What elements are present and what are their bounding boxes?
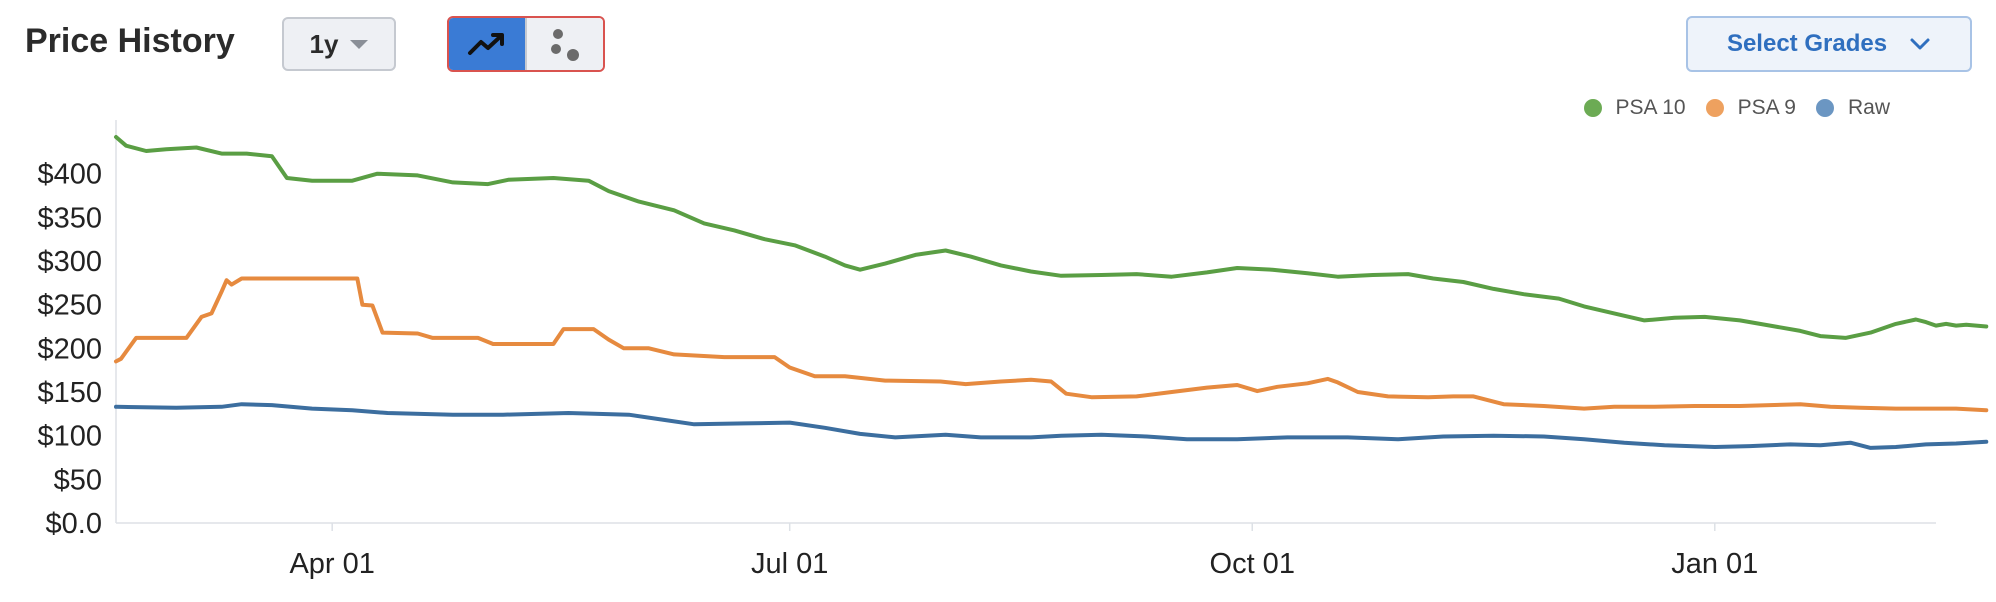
select-grades-button[interactable]: Select Grades bbox=[1686, 16, 1972, 72]
legend-label-raw: Raw bbox=[1847, 96, 1890, 119]
series-line-psa9[interactable] bbox=[114, 276, 1989, 413]
y-tick-label: $150 bbox=[37, 377, 102, 409]
caret-down-icon bbox=[350, 39, 369, 49]
legend-marker-psa10 bbox=[1583, 99, 1602, 117]
series-line-psa10[interactable] bbox=[114, 135, 1989, 340]
x-tick-label: Jan 01 bbox=[1671, 548, 1758, 580]
y-tick-label: $350 bbox=[37, 202, 102, 234]
legend-label-psa9: PSA 9 bbox=[1737, 96, 1796, 119]
legend-item-psa10[interactable]: PSA 10 bbox=[1583, 96, 1686, 120]
chevron-down-icon bbox=[1910, 38, 1930, 50]
time-range-dropdown[interactable]: 1y bbox=[282, 17, 396, 71]
x-tick-label: Jul 01 bbox=[751, 548, 828, 580]
chart-view-toggle bbox=[447, 16, 605, 72]
y-tick-label: $400 bbox=[37, 159, 102, 191]
scatter-view-button[interactable] bbox=[525, 18, 603, 70]
y-tick-label: $250 bbox=[37, 290, 102, 322]
y-tick-label: $0.0 bbox=[46, 508, 102, 540]
scatter-dots-icon bbox=[551, 29, 579, 61]
page-title: Price History bbox=[25, 22, 235, 60]
x-tick-label: Oct 01 bbox=[1210, 548, 1295, 580]
x-tick-label: Apr 01 bbox=[289, 548, 374, 580]
chart-legend: PSA 10 PSA 9 Raw bbox=[1583, 96, 1890, 120]
legend-marker-psa9 bbox=[1705, 99, 1724, 117]
y-tick-label: $50 bbox=[54, 464, 102, 496]
series-line-raw[interactable] bbox=[114, 402, 1989, 450]
y-tick-label: $300 bbox=[37, 246, 102, 278]
y-tick-label: $200 bbox=[37, 333, 102, 365]
legend-label-psa10: PSA 10 bbox=[1615, 96, 1686, 119]
line-view-button[interactable] bbox=[449, 18, 525, 70]
y-tick-label: $100 bbox=[37, 421, 102, 453]
legend-item-raw[interactable]: Raw bbox=[1815, 96, 1890, 120]
legend-marker-raw bbox=[1815, 99, 1834, 117]
trend-line-icon bbox=[468, 33, 504, 55]
select-grades-label: Select Grades bbox=[1726, 30, 1888, 57]
legend-item-psa9[interactable]: PSA 9 bbox=[1705, 96, 1796, 120]
time-range-label: 1y bbox=[309, 28, 339, 59]
